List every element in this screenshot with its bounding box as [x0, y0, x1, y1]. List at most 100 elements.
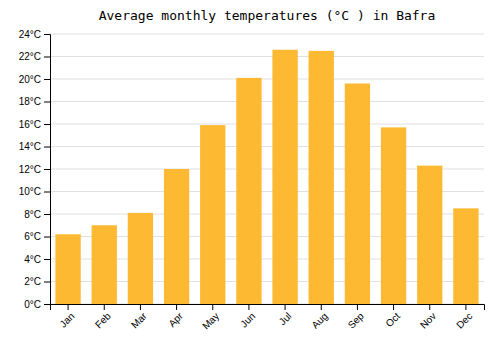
tick-mark — [44, 214, 50, 215]
bar — [236, 78, 261, 304]
tick-mark — [212, 304, 213, 310]
tick-mark — [44, 34, 50, 35]
tick-label: 20°C — [19, 74, 41, 85]
x-axis: Jan Feb Mar Apr May Jun Jul Aug Sep Oct Nov Dec — [51, 304, 485, 332]
y-tick: 22°C — [19, 51, 50, 62]
grid-line — [50, 101, 484, 102]
tick-mark — [68, 304, 69, 310]
y-tick: 6°C — [24, 231, 50, 242]
tick-mark — [44, 124, 50, 125]
tick-mark — [44, 79, 50, 80]
bar — [92, 225, 117, 304]
bar — [200, 125, 225, 304]
tick-mark — [44, 304, 50, 305]
bar — [345, 84, 370, 305]
title: Average monthly temperatures (°C ) in Ba… — [99, 8, 436, 23]
tick-label: Sep — [346, 310, 367, 331]
tick-mark — [104, 304, 105, 310]
tick-mark — [429, 304, 430, 310]
tick-label: Dec — [454, 310, 474, 330]
y-tick: 0°C — [24, 299, 50, 310]
tick-mark — [44, 282, 50, 283]
bar — [164, 169, 189, 304]
tick-mark — [248, 304, 249, 310]
x-tick: Mar — [129, 304, 149, 330]
tick-mark — [44, 192, 50, 193]
tick-label: Jan — [57, 310, 76, 329]
tick-label: 12°C — [19, 164, 41, 175]
x-tick: Apr — [166, 304, 185, 329]
tick-label: 22°C — [19, 51, 41, 62]
y-tick: 14°C — [19, 141, 50, 152]
x-tick: Sep — [346, 304, 367, 331]
grid — [50, 34, 484, 304]
grid-line — [50, 79, 484, 80]
tick-label: Feb — [93, 310, 113, 330]
tick-mark — [44, 237, 50, 238]
tick-label: 2°C — [24, 276, 41, 287]
tick-mark — [44, 259, 50, 260]
y-tick: 10°C — [19, 186, 50, 197]
x-tick: Jun — [238, 304, 257, 330]
tick-label: Aug — [309, 310, 329, 330]
bar — [309, 51, 334, 304]
tick-label: 8°C — [24, 209, 41, 220]
y-tick: 20°C — [19, 74, 50, 85]
tick-label: Nov — [418, 310, 438, 330]
tick-label: 0°C — [24, 299, 41, 310]
tick-mark — [285, 304, 286, 310]
bar — [453, 208, 478, 304]
tick-label: Apr — [166, 310, 185, 329]
y-tick: 16°C — [19, 119, 50, 130]
bar — [55, 234, 80, 304]
y-tick: 12°C — [19, 164, 50, 175]
x-tick: Oct — [383, 304, 402, 329]
tick-label: 16°C — [19, 119, 41, 130]
tick-label: 18°C — [19, 96, 41, 107]
bar — [381, 127, 406, 304]
grid-line — [50, 56, 484, 57]
tick-label: Jun — [238, 310, 257, 329]
x-tick: May — [200, 304, 221, 332]
bar — [128, 213, 153, 304]
tick-mark — [44, 147, 50, 148]
y-tick: 4°C — [24, 254, 50, 265]
axis-line — [44, 35, 51, 305]
tick-label: 14°C — [19, 141, 41, 152]
tick-mark — [393, 304, 394, 310]
x-tick: Aug — [309, 304, 329, 331]
tick-label: Jul — [277, 310, 294, 327]
y-tick: 8°C — [24, 209, 50, 220]
tick-mark — [321, 304, 322, 310]
chart: 0°C 2°C 4°C 6°C 8°C 10°C 12°C 14°C 16°C 18°C 20°C 2… — [0, 0, 500, 350]
tick-mark — [465, 304, 466, 310]
y-tick: 2°C — [24, 276, 50, 287]
tick-label: 4°C — [24, 254, 41, 265]
x-tick: Nov — [418, 304, 438, 331]
tick-mark — [176, 304, 177, 310]
grid-line — [50, 124, 484, 125]
tick-label: 6°C — [24, 231, 41, 242]
tick-mark — [140, 304, 141, 310]
tick-label: 24°C — [19, 29, 41, 40]
axis-line — [51, 305, 485, 311]
tick-mark — [357, 304, 358, 310]
y-tick: 18°C — [19, 96, 50, 107]
x-tick: Jan — [57, 304, 76, 330]
bars — [55, 50, 478, 304]
x-tick: Feb — [93, 304, 113, 330]
tick-label: 10°C — [19, 186, 41, 197]
grid-line — [50, 34, 484, 35]
y-axis: 0°C 2°C 4°C 6°C 8°C 10°C 12°C 14°C 16°C 18°C 20°C 2… — [19, 29, 51, 310]
bar — [272, 50, 297, 304]
tick-mark — [44, 169, 50, 170]
bar — [417, 166, 442, 304]
tick-label: Mar — [129, 310, 149, 330]
grid-line — [50, 146, 484, 147]
tick-label: Oct — [383, 310, 402, 329]
tick-label: May — [200, 310, 221, 331]
y-tick: 24°C — [19, 29, 50, 40]
x-tick: Jul — [277, 304, 294, 327]
tick-mark — [44, 57, 50, 58]
x-tick: Dec — [454, 304, 474, 331]
